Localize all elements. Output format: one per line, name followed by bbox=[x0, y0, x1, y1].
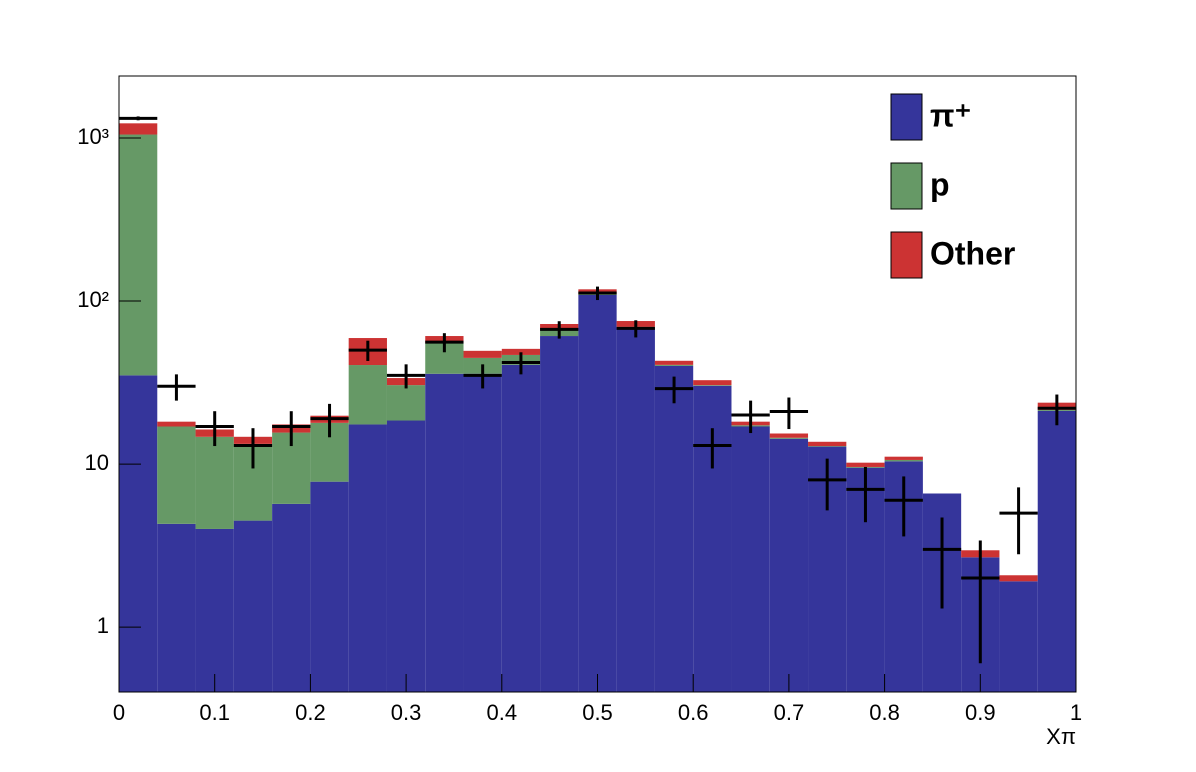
legend-swatch bbox=[890, 93, 923, 141]
hist-bar bbox=[463, 350, 502, 358]
y-tick-label: 10² bbox=[77, 287, 109, 312]
data-point bbox=[654, 376, 694, 404]
x-tick-label: 0.2 bbox=[295, 700, 326, 725]
data-point bbox=[386, 364, 426, 389]
x-tick-label: 0.8 bbox=[869, 700, 900, 725]
data-point bbox=[1037, 394, 1076, 426]
hist-bar bbox=[272, 503, 311, 692]
hist-bar bbox=[425, 373, 464, 692]
data-point bbox=[425, 333, 464, 353]
legend-label: p bbox=[930, 166, 950, 202]
hist-bar bbox=[195, 528, 234, 692]
y-tick-label: 10 bbox=[85, 450, 109, 475]
hist-bar bbox=[310, 481, 349, 692]
hist-bar bbox=[884, 456, 923, 460]
hist-bar bbox=[769, 438, 809, 692]
hist-bar bbox=[386, 385, 426, 421]
hist-bar bbox=[693, 380, 732, 386]
x-tick-label: 0 bbox=[113, 700, 125, 725]
data-point bbox=[769, 397, 809, 430]
x-tick-label: 1 bbox=[1070, 700, 1082, 725]
data-point bbox=[195, 411, 234, 447]
legend-label: Other bbox=[930, 235, 1015, 271]
legend-swatch bbox=[890, 231, 923, 279]
hist-bar bbox=[348, 365, 387, 425]
hist-bar bbox=[693, 385, 732, 386]
hist-bar bbox=[578, 294, 617, 692]
data-point bbox=[846, 466, 885, 523]
hist-bar bbox=[157, 421, 196, 427]
x-tick-label: 0.3 bbox=[391, 700, 422, 725]
hist-bar bbox=[233, 520, 273, 692]
x-tick-label: 0.4 bbox=[487, 700, 518, 725]
hist-bar bbox=[654, 364, 694, 366]
data-point bbox=[693, 428, 732, 469]
hist-bar bbox=[501, 348, 541, 355]
data-point bbox=[540, 321, 579, 339]
hist-bar bbox=[463, 373, 502, 692]
x-tick-label: 0.1 bbox=[199, 700, 230, 725]
data-point bbox=[348, 340, 387, 361]
data-point bbox=[961, 540, 1000, 664]
legend-label: π⁺ bbox=[930, 97, 971, 133]
hist-bar bbox=[769, 433, 809, 438]
hist-bar bbox=[846, 462, 885, 467]
data-point bbox=[808, 458, 847, 511]
data-point bbox=[616, 320, 655, 338]
data-point bbox=[578, 286, 617, 301]
x-tick-label: 0.7 bbox=[774, 700, 805, 725]
y-tick-label: 10³ bbox=[77, 124, 109, 149]
hist-bar bbox=[119, 123, 158, 135]
data-point bbox=[999, 487, 1038, 555]
hist-bar bbox=[808, 446, 847, 447]
hist-bar bbox=[654, 365, 694, 692]
hist-bar bbox=[386, 420, 426, 692]
hist-bar bbox=[157, 523, 196, 692]
x-tick-label: 0.5 bbox=[582, 700, 613, 725]
data-point bbox=[463, 364, 502, 389]
hist-bar bbox=[999, 575, 1038, 582]
x-tick-label: 0.6 bbox=[678, 700, 709, 725]
legend-swatch bbox=[890, 162, 923, 210]
hist-bar bbox=[501, 364, 541, 692]
hist-bar bbox=[808, 441, 847, 447]
hist-bar bbox=[1037, 410, 1076, 692]
x-axis-label: Xπ bbox=[1046, 724, 1076, 749]
hist-bar bbox=[731, 426, 770, 692]
x-tick-label: 0.9 bbox=[965, 700, 996, 725]
data-point bbox=[272, 411, 311, 447]
data-point bbox=[884, 476, 923, 537]
data-point bbox=[119, 116, 158, 121]
hist-bar bbox=[195, 436, 234, 529]
hist-bar bbox=[348, 424, 387, 692]
data-point bbox=[731, 400, 770, 434]
data-point bbox=[233, 428, 273, 469]
hist-bar bbox=[769, 437, 809, 439]
hist-bar bbox=[616, 327, 655, 692]
data-point bbox=[501, 352, 541, 375]
data-point bbox=[157, 374, 196, 401]
hist-bar bbox=[999, 581, 1038, 692]
hist-bar bbox=[540, 336, 579, 692]
data-point bbox=[922, 517, 962, 609]
y-tick-label: 1 bbox=[97, 613, 109, 638]
hist-bar bbox=[119, 375, 158, 692]
data-point bbox=[310, 403, 349, 438]
hist-bar bbox=[654, 360, 694, 365]
hist-bar bbox=[884, 459, 923, 462]
hist-bar bbox=[157, 426, 196, 524]
hist-bar bbox=[119, 134, 158, 376]
